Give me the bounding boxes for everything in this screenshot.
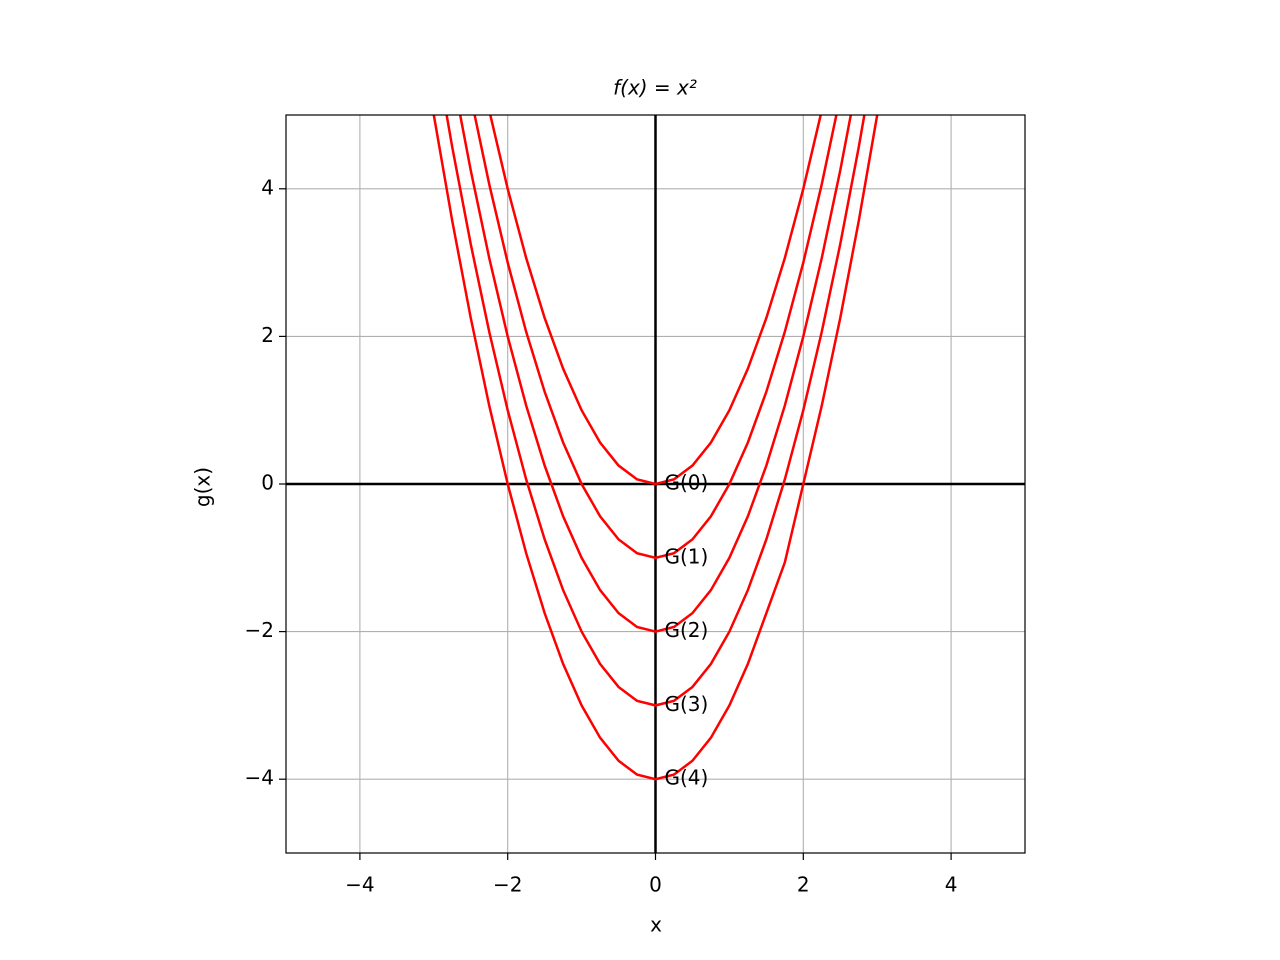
curves (432, 115, 879, 781)
series-line (432, 115, 879, 781)
y-tick-label: −2 (245, 618, 274, 642)
y-tick-label: −4 (245, 766, 274, 790)
series-line (489, 115, 822, 486)
y-tick-label: 4 (261, 175, 274, 199)
annotation: G(2) (665, 618, 709, 642)
x-axis-label: x (650, 913, 662, 937)
annotation: G(1) (665, 544, 709, 568)
series-line (445, 115, 866, 707)
annotation: G(4) (665, 766, 709, 790)
chart-title: f(x) = x² (613, 76, 697, 100)
x-tick-label: 4 (945, 873, 958, 897)
annotations: G(0) G(1) G(2) G(3) G(4) (665, 471, 709, 790)
x-tick-label: 2 (797, 873, 810, 897)
x-tick-label: −4 (345, 873, 374, 897)
series-line (473, 115, 838, 560)
x-tick-label: 0 (649, 873, 662, 897)
x-tick-label: −2 (493, 873, 522, 897)
annotation: G(0) (665, 471, 709, 495)
y-axis-label: g(x) (191, 467, 215, 507)
y-tick-label: 2 (261, 323, 274, 347)
annotation: G(3) (665, 692, 709, 716)
y-tick-label: 0 (261, 471, 274, 495)
ticks: −4 −2 0 2 4 −4 −2 0 2 4 (245, 175, 958, 896)
series-line (458, 115, 853, 633)
